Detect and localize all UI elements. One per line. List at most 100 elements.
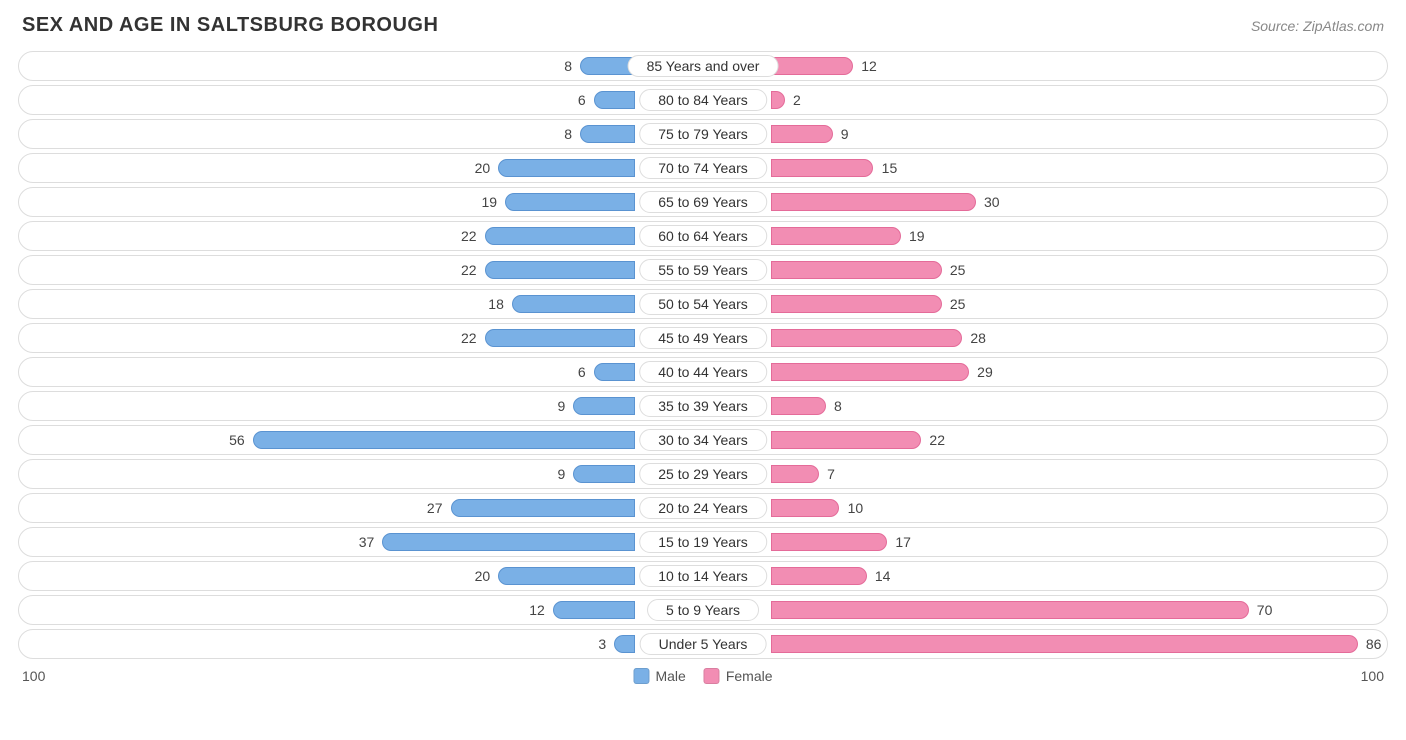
female-value: 14 [875,568,891,584]
male-bar [580,125,635,143]
male-value: 8 [564,126,572,142]
age-row: 37 17 15 to 19 Years [18,527,1388,557]
age-label: 20 to 24 Years [639,497,767,519]
legend: Male Female [633,668,772,684]
age-label: 70 to 74 Years [639,157,767,179]
chart-footer: 100 Male Female 100 [18,665,1388,687]
age-row: 20 14 10 to 14 Years [18,561,1388,591]
male-value: 22 [461,330,477,346]
female-bar [771,363,969,381]
male-value: 27 [427,500,443,516]
female-bar [771,91,785,109]
title-row: SEX AND AGE IN SALTSBURG BOROUGH Source:… [18,14,1388,51]
female-value: 28 [970,330,986,346]
male-value: 18 [488,296,504,312]
male-bar [553,601,635,619]
male-value: 6 [578,92,586,108]
age-label: 45 to 49 Years [639,327,767,349]
age-row: 27 10 20 to 24 Years [18,493,1388,523]
age-label: 5 to 9 Years [647,599,759,621]
female-bar [771,57,853,75]
male-bar [512,295,635,313]
male-bar [594,91,635,109]
male-value: 20 [475,160,491,176]
female-bar [771,397,826,415]
female-value: 19 [909,228,925,244]
male-bar [614,635,634,653]
male-value: 9 [557,398,565,414]
male-value: 37 [359,534,375,550]
male-bar [451,499,635,517]
female-bar [771,227,901,245]
age-label: 60 to 64 Years [639,225,767,247]
male-value: 56 [229,432,245,448]
age-row: 22 28 45 to 49 Years [18,323,1388,353]
female-value: 2 [793,92,801,108]
male-value: 3 [598,636,606,652]
female-value: 25 [950,262,966,278]
male-value: 19 [481,194,497,210]
male-value: 20 [475,568,491,584]
female-value: 15 [882,160,898,176]
age-row: 182550 to 54 Years [18,289,1388,319]
legend-male: Male [633,668,685,684]
age-row: 562230 to 34 Years [18,425,1388,455]
age-label: 80 to 84 Years [639,89,767,111]
population-pyramid-chart: SEX AND AGE IN SALTSBURG BOROUGH Source:… [0,0,1406,740]
female-value: 22 [929,432,945,448]
female-value: 17 [895,534,911,550]
female-value: 30 [984,194,1000,210]
male-bar [573,465,634,483]
female-swatch-icon [704,668,720,684]
age-row: 19 30 65 to 69 Years [18,187,1388,217]
age-row: 62940 to 44 Years [18,357,1388,387]
age-row: 9725 to 29 Years [18,459,1388,489]
axis-label-right: 100 [1361,668,1384,684]
legend-female-label: Female [726,668,773,684]
female-bar [771,261,942,279]
female-value: 10 [848,500,864,516]
female-bar [771,601,1248,619]
male-value: 8 [564,58,572,74]
age-row: 6 2 80 to 84 Years [18,85,1388,115]
female-value: 25 [950,296,966,312]
male-bar [594,363,635,381]
female-value: 29 [977,364,993,380]
male-bar [382,533,634,551]
male-bar [573,397,634,415]
age-row: 12 70 5 to 9 Years [18,595,1388,625]
female-bar [771,567,866,585]
female-bar [771,159,873,177]
age-label: Under 5 Years [640,633,767,655]
chart-source: Source: ZipAtlas.com [1251,18,1384,34]
male-swatch-icon [633,668,649,684]
female-value: 70 [1257,602,1273,618]
female-value: 9 [841,126,849,142]
age-row: 81285 Years and over [18,51,1388,81]
age-row: 20 15 70 to 74 Years [18,153,1388,183]
male-bar [485,227,635,245]
age-label: 35 to 39 Years [639,395,767,417]
age-label: 65 to 69 Years [639,191,767,213]
age-row: 9835 to 39 Years [18,391,1388,421]
male-value: 22 [461,228,477,244]
chart-rows: 81285 Years and over6280 to 84 Years8975… [18,51,1388,659]
male-value: 22 [461,262,477,278]
male-bar [253,431,635,449]
age-label: 10 to 14 Years [639,565,767,587]
male-bar [485,329,635,347]
male-value: 12 [529,602,545,618]
female-bar [771,635,1358,653]
female-bar [771,465,819,483]
age-row: 222555 to 59 Years [18,255,1388,285]
age-row: 386Under 5 Years [18,629,1388,659]
age-label: 75 to 79 Years [639,123,767,145]
female-value: 12 [861,58,877,74]
female-bar [771,431,921,449]
axis-label-left: 100 [22,668,45,684]
male-value: 6 [578,364,586,380]
male-bar [485,261,635,279]
female-bar [771,295,942,313]
age-label: 15 to 19 Years [639,531,767,553]
legend-male-label: Male [655,668,685,684]
